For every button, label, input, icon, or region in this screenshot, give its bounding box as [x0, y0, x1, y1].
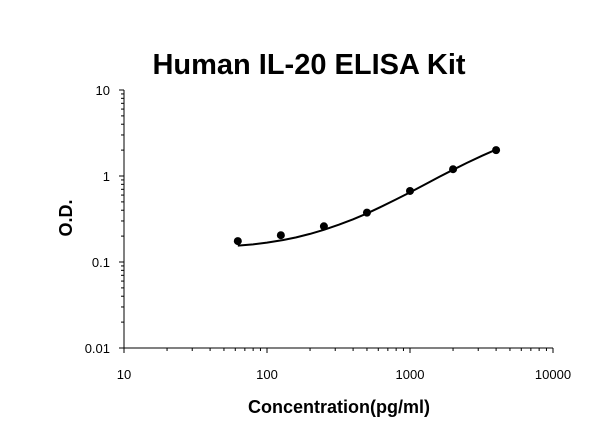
- data-point: [492, 146, 501, 155]
- data-point: [362, 208, 371, 217]
- axes: [123, 90, 553, 349]
- x-tick-label: 10000: [535, 367, 571, 382]
- fit-curve-group: [237, 148, 497, 247]
- ticks: 0.01 0.1 1 10 10 100 1000 10000: [85, 83, 571, 382]
- y-tick-label: 10: [96, 83, 110, 98]
- data-point: [449, 165, 458, 174]
- fit-curve: [237, 148, 497, 247]
- data-points: [233, 146, 501, 246]
- data-point: [406, 186, 414, 195]
- y-axis-label: O.D.: [56, 199, 76, 236]
- data-point: [276, 231, 285, 240]
- x-tick-label: 1000: [396, 367, 425, 382]
- x-tick-label: 100: [256, 367, 278, 382]
- x-tick-label: 10: [117, 367, 131, 382]
- chart-title: Human IL-20 ELISA Kit: [152, 49, 465, 81]
- data-point: [233, 237, 242, 246]
- x-axis-label: Concentration(pg/ml): [248, 397, 430, 417]
- data-point: [319, 222, 328, 231]
- y-tick-label: 0.1: [92, 255, 110, 270]
- y-tick-label: 1: [103, 169, 110, 184]
- y-tick-label: 0.01: [85, 341, 110, 356]
